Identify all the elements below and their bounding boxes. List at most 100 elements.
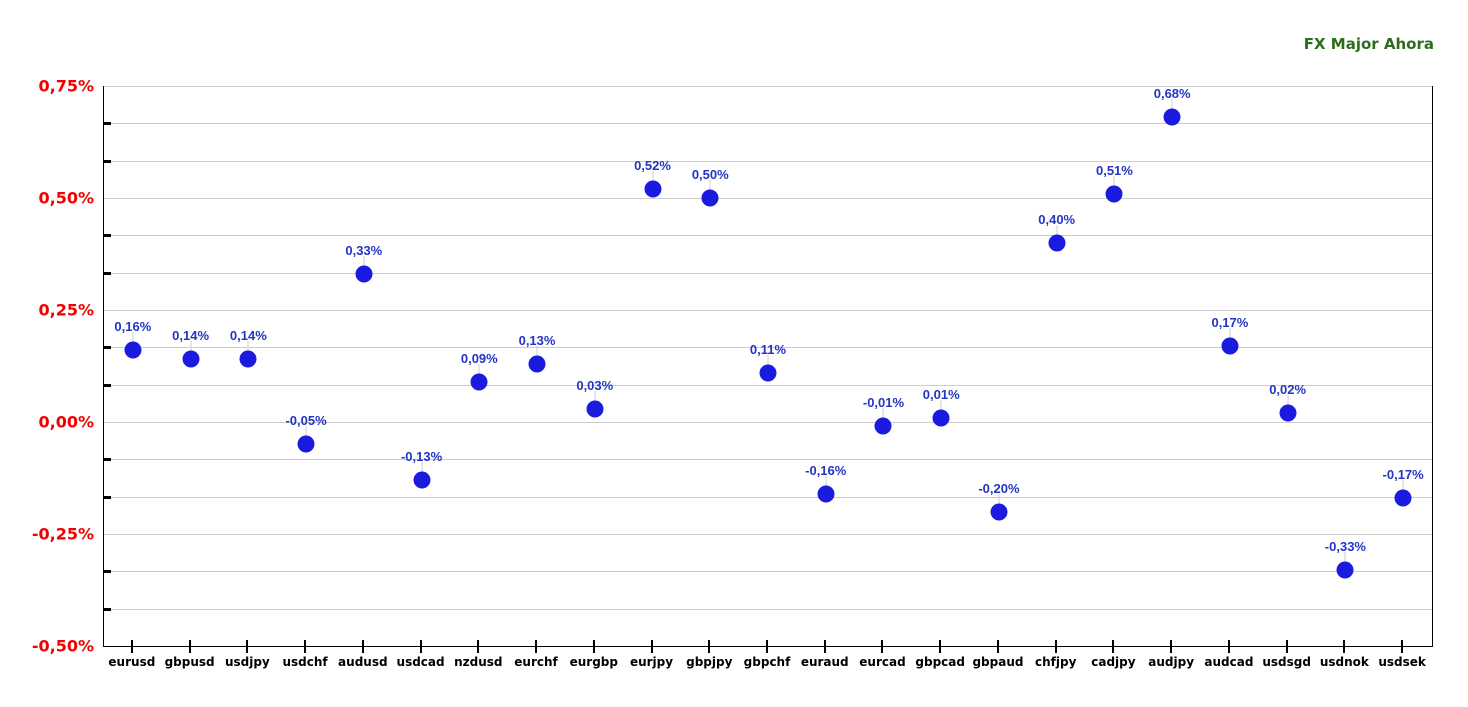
data-point[interactable] bbox=[1163, 108, 1181, 126]
gridline bbox=[104, 385, 1432, 386]
data-point-leader-line bbox=[709, 180, 711, 190]
data-point[interactable] bbox=[124, 341, 142, 359]
data-point[interactable] bbox=[1105, 185, 1123, 203]
data-point[interactable] bbox=[182, 350, 200, 368]
data-point[interactable] bbox=[470, 373, 488, 391]
x-axis-tick bbox=[1054, 640, 1057, 653]
x-axis-tick bbox=[130, 640, 133, 653]
data-point-leader-line bbox=[536, 345, 538, 356]
data-point-leader-line bbox=[767, 354, 769, 365]
x-axis-tick-label: audusd bbox=[338, 655, 388, 669]
data-point-leader-line bbox=[478, 363, 480, 374]
x-axis-tick-label: eurusd bbox=[108, 655, 156, 669]
data-point[interactable] bbox=[990, 503, 1008, 521]
gridline bbox=[104, 347, 1432, 348]
x-axis-tick bbox=[1227, 640, 1230, 653]
data-point-label: -0,33% bbox=[1324, 538, 1366, 554]
data-point-label: 0,14% bbox=[229, 328, 267, 344]
data-point[interactable] bbox=[297, 435, 315, 453]
gridline bbox=[104, 198, 1432, 199]
x-axis-tick-label: gbpjpy bbox=[686, 655, 733, 669]
data-point[interactable] bbox=[239, 350, 257, 368]
data-point-leader-line bbox=[363, 256, 365, 267]
gridline bbox=[104, 273, 1432, 274]
x-axis-tick-label: cadjpy bbox=[1091, 655, 1136, 669]
data-point[interactable] bbox=[1336, 561, 1354, 579]
y-minor-tick bbox=[103, 384, 111, 387]
data-point[interactable] bbox=[528, 355, 546, 373]
x-axis-tick bbox=[996, 640, 999, 653]
x-axis-tick-label: eurgbp bbox=[569, 655, 618, 669]
data-point-leader-line bbox=[1344, 551, 1346, 562]
x-axis-tick bbox=[1401, 640, 1404, 653]
y-minor-tick bbox=[103, 570, 111, 573]
chart-title: FX Major Ahora bbox=[1303, 35, 1434, 53]
x-axis-tick-label: gbpusd bbox=[164, 655, 215, 669]
data-point[interactable] bbox=[1048, 234, 1066, 252]
x-axis-tick-label: gbpcad bbox=[915, 655, 965, 669]
y-minor-tick bbox=[103, 346, 111, 349]
data-point[interactable] bbox=[932, 409, 950, 427]
data-point[interactable] bbox=[1394, 489, 1412, 507]
x-axis-tick bbox=[1170, 640, 1173, 653]
data-point[interactable] bbox=[817, 485, 835, 503]
data-point[interactable] bbox=[1279, 404, 1297, 422]
x-axis-tick-label: usdnok bbox=[1319, 655, 1369, 669]
y-minor-tick bbox=[103, 160, 111, 163]
x-axis-tick-label: gbpaud bbox=[972, 655, 1024, 669]
data-point[interactable] bbox=[759, 364, 777, 382]
y-minor-tick bbox=[103, 458, 111, 461]
data-point-leader-line bbox=[305, 426, 307, 437]
gridline bbox=[104, 609, 1432, 610]
data-point-leader-line bbox=[1287, 395, 1289, 406]
x-axis-tick bbox=[419, 640, 422, 653]
data-point-label: -0,17% bbox=[1382, 467, 1424, 483]
x-axis-tick bbox=[766, 640, 768, 653]
x-axis-tick bbox=[650, 640, 653, 653]
y-minor-tick bbox=[103, 496, 111, 499]
data-point[interactable] bbox=[413, 471, 431, 489]
x-axis-tick-label: gbpchf bbox=[743, 655, 791, 669]
data-point-leader-line bbox=[247, 341, 249, 352]
data-point[interactable] bbox=[701, 189, 719, 207]
x-axis-tick bbox=[939, 640, 942, 653]
x-axis-tick bbox=[304, 640, 307, 653]
gridline bbox=[104, 571, 1432, 572]
x-axis-tick-label: audjpy bbox=[1148, 655, 1195, 669]
x-axis-tick-label: euraud bbox=[800, 655, 849, 669]
x-axis-tick-label: nzdusd bbox=[454, 655, 503, 669]
x-axis-tick bbox=[1343, 640, 1346, 653]
data-point[interactable] bbox=[874, 417, 892, 435]
data-point-leader-line bbox=[882, 408, 884, 419]
x-axis-tick-label: usdcad bbox=[396, 655, 445, 669]
gridline bbox=[104, 534, 1432, 535]
data-point-label: 0,03% bbox=[576, 377, 614, 393]
y-minor-tick bbox=[103, 272, 111, 275]
x-axis-tick bbox=[477, 640, 480, 653]
x-axis-tick-label: eurjpy bbox=[629, 655, 674, 669]
data-point-leader-line bbox=[1171, 99, 1173, 110]
gridline bbox=[104, 459, 1432, 460]
gridline bbox=[104, 422, 1432, 423]
data-point-label: 0,11% bbox=[749, 341, 787, 357]
data-point-label: 0,02% bbox=[1269, 382, 1307, 398]
data-point[interactable] bbox=[355, 265, 373, 283]
data-point-label: 0,13% bbox=[518, 332, 556, 348]
data-point-label: 0,09% bbox=[460, 350, 498, 366]
data-point-label: 0,16% bbox=[114, 319, 152, 335]
x-axis-tick-label: eurchf bbox=[514, 655, 558, 669]
y-minor-tick bbox=[103, 122, 111, 125]
x-axis-tick bbox=[708, 640, 711, 653]
data-point-leader-line bbox=[1056, 224, 1058, 235]
x-axis-tick-label: usdsgd bbox=[1262, 655, 1311, 669]
x-axis-tick-label: usdsek bbox=[1378, 655, 1426, 669]
data-point-leader-line bbox=[825, 475, 827, 486]
data-point[interactable] bbox=[586, 400, 604, 418]
y-axis-tick-label: 0,25% bbox=[38, 300, 94, 320]
gridline bbox=[104, 235, 1432, 236]
data-point-label: 0,52% bbox=[634, 158, 671, 174]
x-axis-tick-label: eurcad bbox=[859, 655, 906, 669]
data-point-label: 0,17% bbox=[1211, 314, 1249, 330]
data-point[interactable] bbox=[1221, 337, 1239, 355]
data-point[interactable] bbox=[644, 180, 662, 198]
